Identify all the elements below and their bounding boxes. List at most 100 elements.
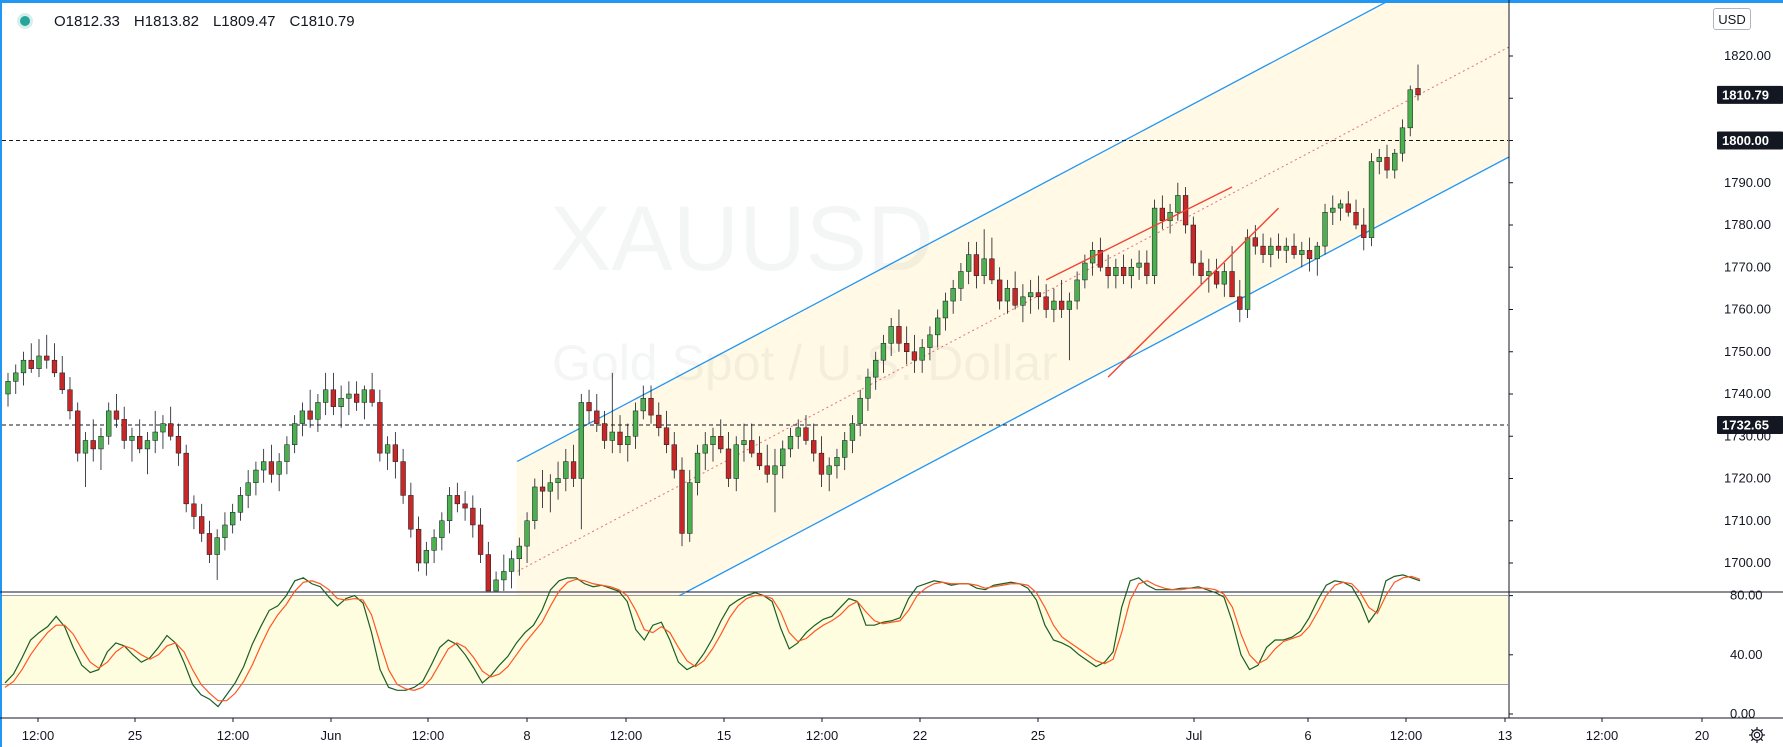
candle <box>1291 233 1297 259</box>
time-tick-label: 12:00 <box>1586 728 1619 743</box>
candle-body <box>237 495 244 513</box>
candle-body <box>1136 262 1142 268</box>
candle <box>1299 241 1305 268</box>
candle <box>1237 279 1243 323</box>
candle <box>67 377 73 420</box>
candle <box>1058 279 1065 318</box>
candle <box>780 440 786 479</box>
candle <box>1105 254 1111 289</box>
candle-body <box>82 440 89 454</box>
price-label-box <box>1717 131 1783 150</box>
candle-body <box>935 317 941 336</box>
gear-icon[interactable] <box>1748 726 1766 744</box>
candle <box>880 334 887 373</box>
candle-body <box>733 444 739 479</box>
candle <box>787 427 794 458</box>
candle <box>121 406 127 449</box>
candle-body <box>756 452 763 467</box>
candle <box>725 432 732 487</box>
candle-body <box>392 444 399 462</box>
candle <box>1136 250 1142 280</box>
candle <box>555 461 561 500</box>
candle <box>1384 144 1390 179</box>
candle <box>1314 241 1320 276</box>
candle-body <box>1159 207 1165 222</box>
time-tick-label: 12:00 <box>1390 728 1423 743</box>
candle-body <box>477 524 484 555</box>
candle <box>51 343 58 378</box>
time-tick-label: 20 <box>1695 728 1709 743</box>
candle-body <box>563 461 569 479</box>
candle <box>477 508 484 563</box>
candle-body <box>384 444 391 454</box>
candle-body <box>1345 203 1351 213</box>
candle-body <box>129 436 135 441</box>
candle <box>36 339 42 378</box>
candle-body <box>1399 127 1406 154</box>
candle-body <box>408 495 414 530</box>
candle <box>206 520 213 563</box>
candle <box>415 516 422 572</box>
candle-body <box>284 444 290 462</box>
candle <box>803 415 809 445</box>
candle <box>1353 199 1359 230</box>
candle-body <box>772 465 778 475</box>
candle <box>826 457 832 492</box>
candle <box>764 444 770 483</box>
candle-body <box>454 495 460 505</box>
candle <box>687 470 693 542</box>
candle-body <box>1035 292 1042 298</box>
candle <box>570 444 577 487</box>
candle-body <box>439 520 445 538</box>
candle <box>927 326 933 361</box>
oscillator-group <box>2 574 1508 708</box>
candle-body <box>1082 262 1088 281</box>
candle-body <box>880 343 887 361</box>
candle <box>462 491 468 521</box>
candle <box>1361 208 1367 251</box>
candle-body <box>346 393 352 399</box>
top-accent-bar-2 <box>0 0 1783 3</box>
candle-body <box>741 440 747 445</box>
candle-body <box>601 423 608 441</box>
open-value: O1812.33 <box>54 12 120 30</box>
candle <box>1392 148 1398 179</box>
channel-fill <box>517 0 1720 682</box>
candle-body <box>1151 207 1158 276</box>
candle-body <box>268 461 275 475</box>
candle <box>137 419 143 454</box>
channel-upper-line <box>516 0 1392 463</box>
candle-body <box>547 482 553 492</box>
candle-body <box>911 351 918 361</box>
candle <box>1198 250 1204 285</box>
currency-button[interactable]: USD <box>1713 8 1751 30</box>
candle-body <box>1058 300 1065 310</box>
candle-body <box>803 427 809 441</box>
candle-body <box>865 376 871 399</box>
candle-body <box>330 389 337 407</box>
candle-body <box>493 579 499 592</box>
candle <box>1213 258 1220 289</box>
candle-body <box>1113 267 1119 276</box>
candle <box>168 406 174 441</box>
candle-body <box>1322 212 1328 247</box>
candle <box>1097 237 1104 272</box>
channel-median-line <box>516 0 1599 572</box>
candle-body <box>291 423 298 445</box>
candle <box>222 512 228 551</box>
candle <box>1020 284 1026 323</box>
candle <box>353 381 360 411</box>
candle-body <box>415 528 422 564</box>
watermark-symbol: XAUUSD <box>550 188 933 290</box>
candle <box>733 436 739 492</box>
candle-body <box>1268 245 1274 255</box>
candle <box>950 279 956 314</box>
candle-body <box>834 457 840 467</box>
candle-body <box>966 254 972 272</box>
candle-body <box>656 414 662 429</box>
candle-body <box>253 469 259 483</box>
candle <box>958 263 964 302</box>
candle <box>28 343 34 373</box>
candle <box>671 432 677 479</box>
